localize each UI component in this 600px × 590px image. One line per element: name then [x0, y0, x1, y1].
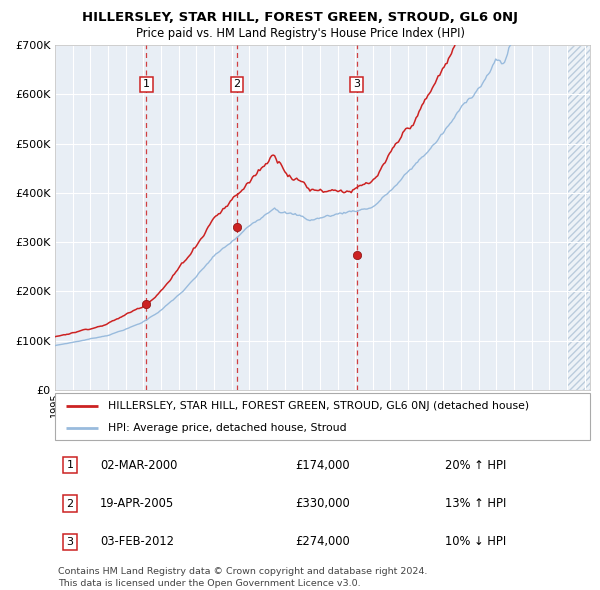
Text: HPI: Average price, detached house, Stroud: HPI: Average price, detached house, Stro… — [109, 424, 347, 433]
Text: 3: 3 — [67, 537, 74, 547]
Text: Price paid vs. HM Land Registry's House Price Index (HPI): Price paid vs. HM Land Registry's House … — [136, 27, 464, 40]
Text: 20% ↑ HPI: 20% ↑ HPI — [445, 459, 506, 472]
Text: HILLERSLEY, STAR HILL, FOREST GREEN, STROUD, GL6 0NJ: HILLERSLEY, STAR HILL, FOREST GREEN, STR… — [82, 11, 518, 24]
Text: £330,000: £330,000 — [295, 497, 350, 510]
Text: Contains HM Land Registry data © Crown copyright and database right 2024.: Contains HM Land Registry data © Crown c… — [58, 567, 427, 576]
Text: HILLERSLEY, STAR HILL, FOREST GREEN, STROUD, GL6 0NJ (detached house): HILLERSLEY, STAR HILL, FOREST GREEN, STR… — [109, 401, 530, 411]
Text: £174,000: £174,000 — [295, 459, 350, 472]
Text: 13% ↑ HPI: 13% ↑ HPI — [445, 497, 506, 510]
Text: 2: 2 — [67, 499, 74, 509]
FancyBboxPatch shape — [55, 393, 590, 440]
Text: This data is licensed under the Open Government Licence v3.0.: This data is licensed under the Open Gov… — [58, 579, 361, 588]
Text: 2: 2 — [233, 80, 241, 90]
Text: 19-APR-2005: 19-APR-2005 — [100, 497, 174, 510]
Text: 1: 1 — [143, 80, 150, 90]
Text: 03-FEB-2012: 03-FEB-2012 — [100, 536, 174, 549]
Text: 1: 1 — [67, 460, 74, 470]
Text: 10% ↓ HPI: 10% ↓ HPI — [445, 536, 506, 549]
Text: 02-MAR-2000: 02-MAR-2000 — [100, 459, 178, 472]
Text: 3: 3 — [353, 80, 360, 90]
Text: £274,000: £274,000 — [295, 536, 350, 549]
